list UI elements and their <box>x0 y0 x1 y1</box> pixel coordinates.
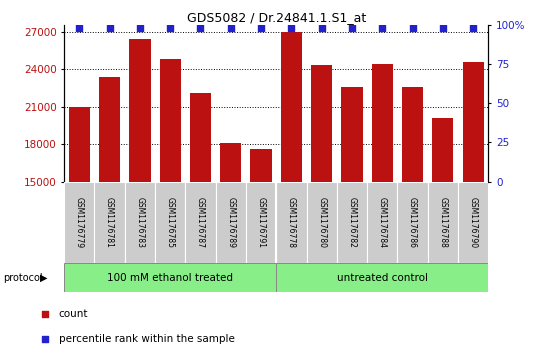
Text: GSM1176786: GSM1176786 <box>408 197 417 248</box>
Text: GSM1176787: GSM1176787 <box>196 197 205 248</box>
Text: GSM1176780: GSM1176780 <box>317 197 326 248</box>
Bar <box>125 182 155 263</box>
Point <box>196 25 205 30</box>
Point <box>257 25 266 30</box>
Bar <box>185 182 215 263</box>
Text: count: count <box>59 309 88 319</box>
Point <box>317 25 326 30</box>
Point <box>105 25 114 30</box>
Bar <box>160 59 181 182</box>
Text: GSM1176789: GSM1176789 <box>227 197 235 248</box>
Text: untreated control: untreated control <box>336 273 428 283</box>
Bar <box>276 182 306 263</box>
Bar <box>458 182 488 263</box>
Point <box>408 25 417 30</box>
Bar <box>427 182 458 263</box>
Text: GSM1176779: GSM1176779 <box>75 197 84 248</box>
Bar <box>190 93 211 182</box>
Bar <box>129 39 151 182</box>
Bar <box>155 182 185 263</box>
Point <box>378 25 387 30</box>
Text: GSM1176785: GSM1176785 <box>166 197 175 248</box>
Point <box>469 25 478 30</box>
Bar <box>251 149 272 182</box>
Bar <box>397 182 427 263</box>
Bar <box>311 65 332 182</box>
Point <box>227 25 235 30</box>
Bar <box>64 263 276 292</box>
Bar <box>69 107 90 182</box>
Text: 100 mM ethanol treated: 100 mM ethanol treated <box>107 273 233 283</box>
Bar <box>64 182 94 263</box>
Text: GSM1176782: GSM1176782 <box>348 197 357 248</box>
Text: GSM1176790: GSM1176790 <box>469 197 478 248</box>
Point <box>136 25 145 30</box>
Title: GDS5082 / Dr.24841.1.S1_at: GDS5082 / Dr.24841.1.S1_at <box>186 11 366 24</box>
Bar <box>281 32 302 182</box>
Bar <box>215 182 246 263</box>
Bar <box>463 62 484 182</box>
Bar <box>220 143 242 182</box>
Bar <box>337 182 367 263</box>
Bar <box>306 182 337 263</box>
Point <box>75 25 84 30</box>
Text: GSM1176783: GSM1176783 <box>136 197 145 248</box>
Bar <box>94 182 125 263</box>
Point <box>439 25 448 30</box>
Text: GSM1176788: GSM1176788 <box>439 197 448 248</box>
Bar <box>341 87 363 182</box>
Bar <box>276 263 488 292</box>
Bar <box>372 64 393 182</box>
Bar <box>402 87 423 182</box>
Bar <box>367 182 397 263</box>
Bar <box>432 118 454 182</box>
Point <box>287 25 296 30</box>
Text: GSM1176784: GSM1176784 <box>378 197 387 248</box>
Text: protocol: protocol <box>3 273 42 283</box>
Point <box>166 25 175 30</box>
Text: GSM1176781: GSM1176781 <box>105 197 114 248</box>
Bar <box>246 182 276 263</box>
Text: ▶: ▶ <box>40 273 47 283</box>
Text: GSM1176778: GSM1176778 <box>287 197 296 248</box>
Bar <box>99 77 120 182</box>
Text: GSM1176791: GSM1176791 <box>257 197 266 248</box>
Point <box>348 25 357 30</box>
Text: percentile rank within the sample: percentile rank within the sample <box>59 334 234 344</box>
